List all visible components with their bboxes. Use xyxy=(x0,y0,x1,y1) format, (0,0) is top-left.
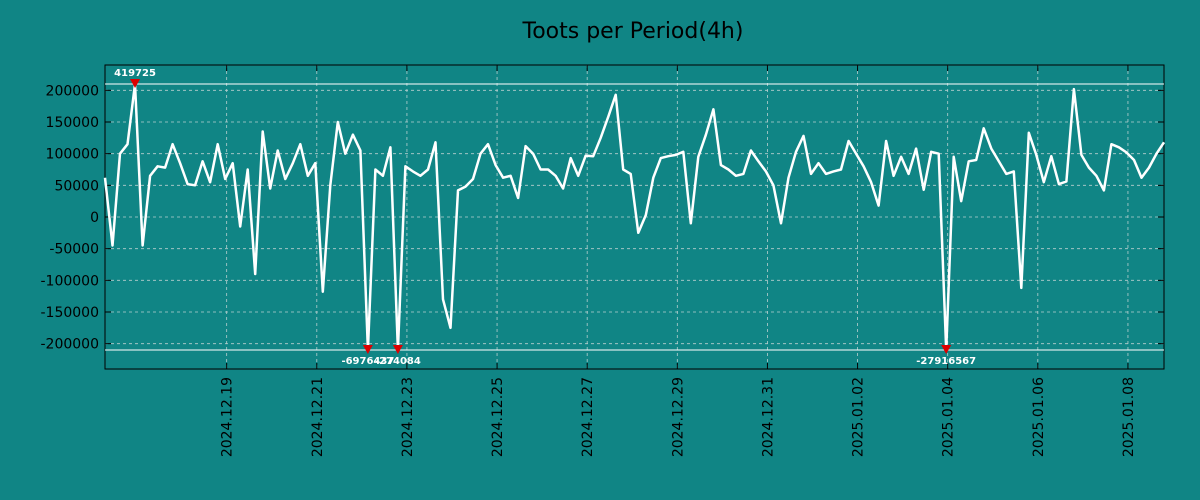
x-tick-label: 2024.12.31 xyxy=(760,377,776,457)
min-marker xyxy=(392,345,403,354)
max-marker xyxy=(130,79,141,88)
x-tick-label: 2025.01.06 xyxy=(1031,377,1047,457)
y-tick-label: 150000 xyxy=(46,115,99,131)
chart-title: Toots per Period(4h) xyxy=(522,19,744,44)
y-tick-label: 200000 xyxy=(46,83,99,99)
x-tick-label: 2024.12.19 xyxy=(220,377,236,457)
x-tick-label: 2024.12.23 xyxy=(400,377,416,457)
y-tick-label: -150000 xyxy=(41,305,100,321)
y-tick-label: 50000 xyxy=(54,178,99,194)
min-annotation: -27916567 xyxy=(916,356,976,367)
reference-lines xyxy=(105,83,1164,351)
y-tick-label: 100000 xyxy=(46,147,99,163)
x-tick-label: 2025.01.04 xyxy=(941,377,957,457)
min-annotation: -274084 xyxy=(375,356,421,367)
x-tick-label: 2024.12.25 xyxy=(490,377,506,457)
series-toots xyxy=(103,82,1166,352)
x-tick-label: 2024.12.27 xyxy=(580,377,596,457)
x-tick-label: 2024.12.21 xyxy=(310,377,326,457)
x-tick-label: 2025.01.02 xyxy=(851,377,867,457)
y-tick-label: 0 xyxy=(90,210,99,226)
y-axis: -200000 -150000 -100000 -50000 0 50000 100000 1… xyxy=(41,83,1164,353)
series-line xyxy=(103,82,1166,352)
y-tick-label: -200000 xyxy=(41,337,100,353)
y-tick-label: -100000 xyxy=(41,273,100,289)
grid xyxy=(105,65,1164,369)
annotations: 419725 -6976437-274084 -27916567 xyxy=(114,68,976,367)
max-annotation: 419725 xyxy=(114,68,156,79)
min-marker xyxy=(362,345,373,354)
min-marker xyxy=(941,345,952,354)
x-axis: 2024.12.19 2024.12.21 2024.12.23 2024.12.25… xyxy=(220,65,1137,457)
min-annotation: -6976437 xyxy=(341,356,394,367)
x-tick-label: 2025.01.08 xyxy=(1121,377,1137,457)
x-tick-label: 2024.12.29 xyxy=(670,377,686,457)
y-tick-label: -50000 xyxy=(49,242,99,258)
